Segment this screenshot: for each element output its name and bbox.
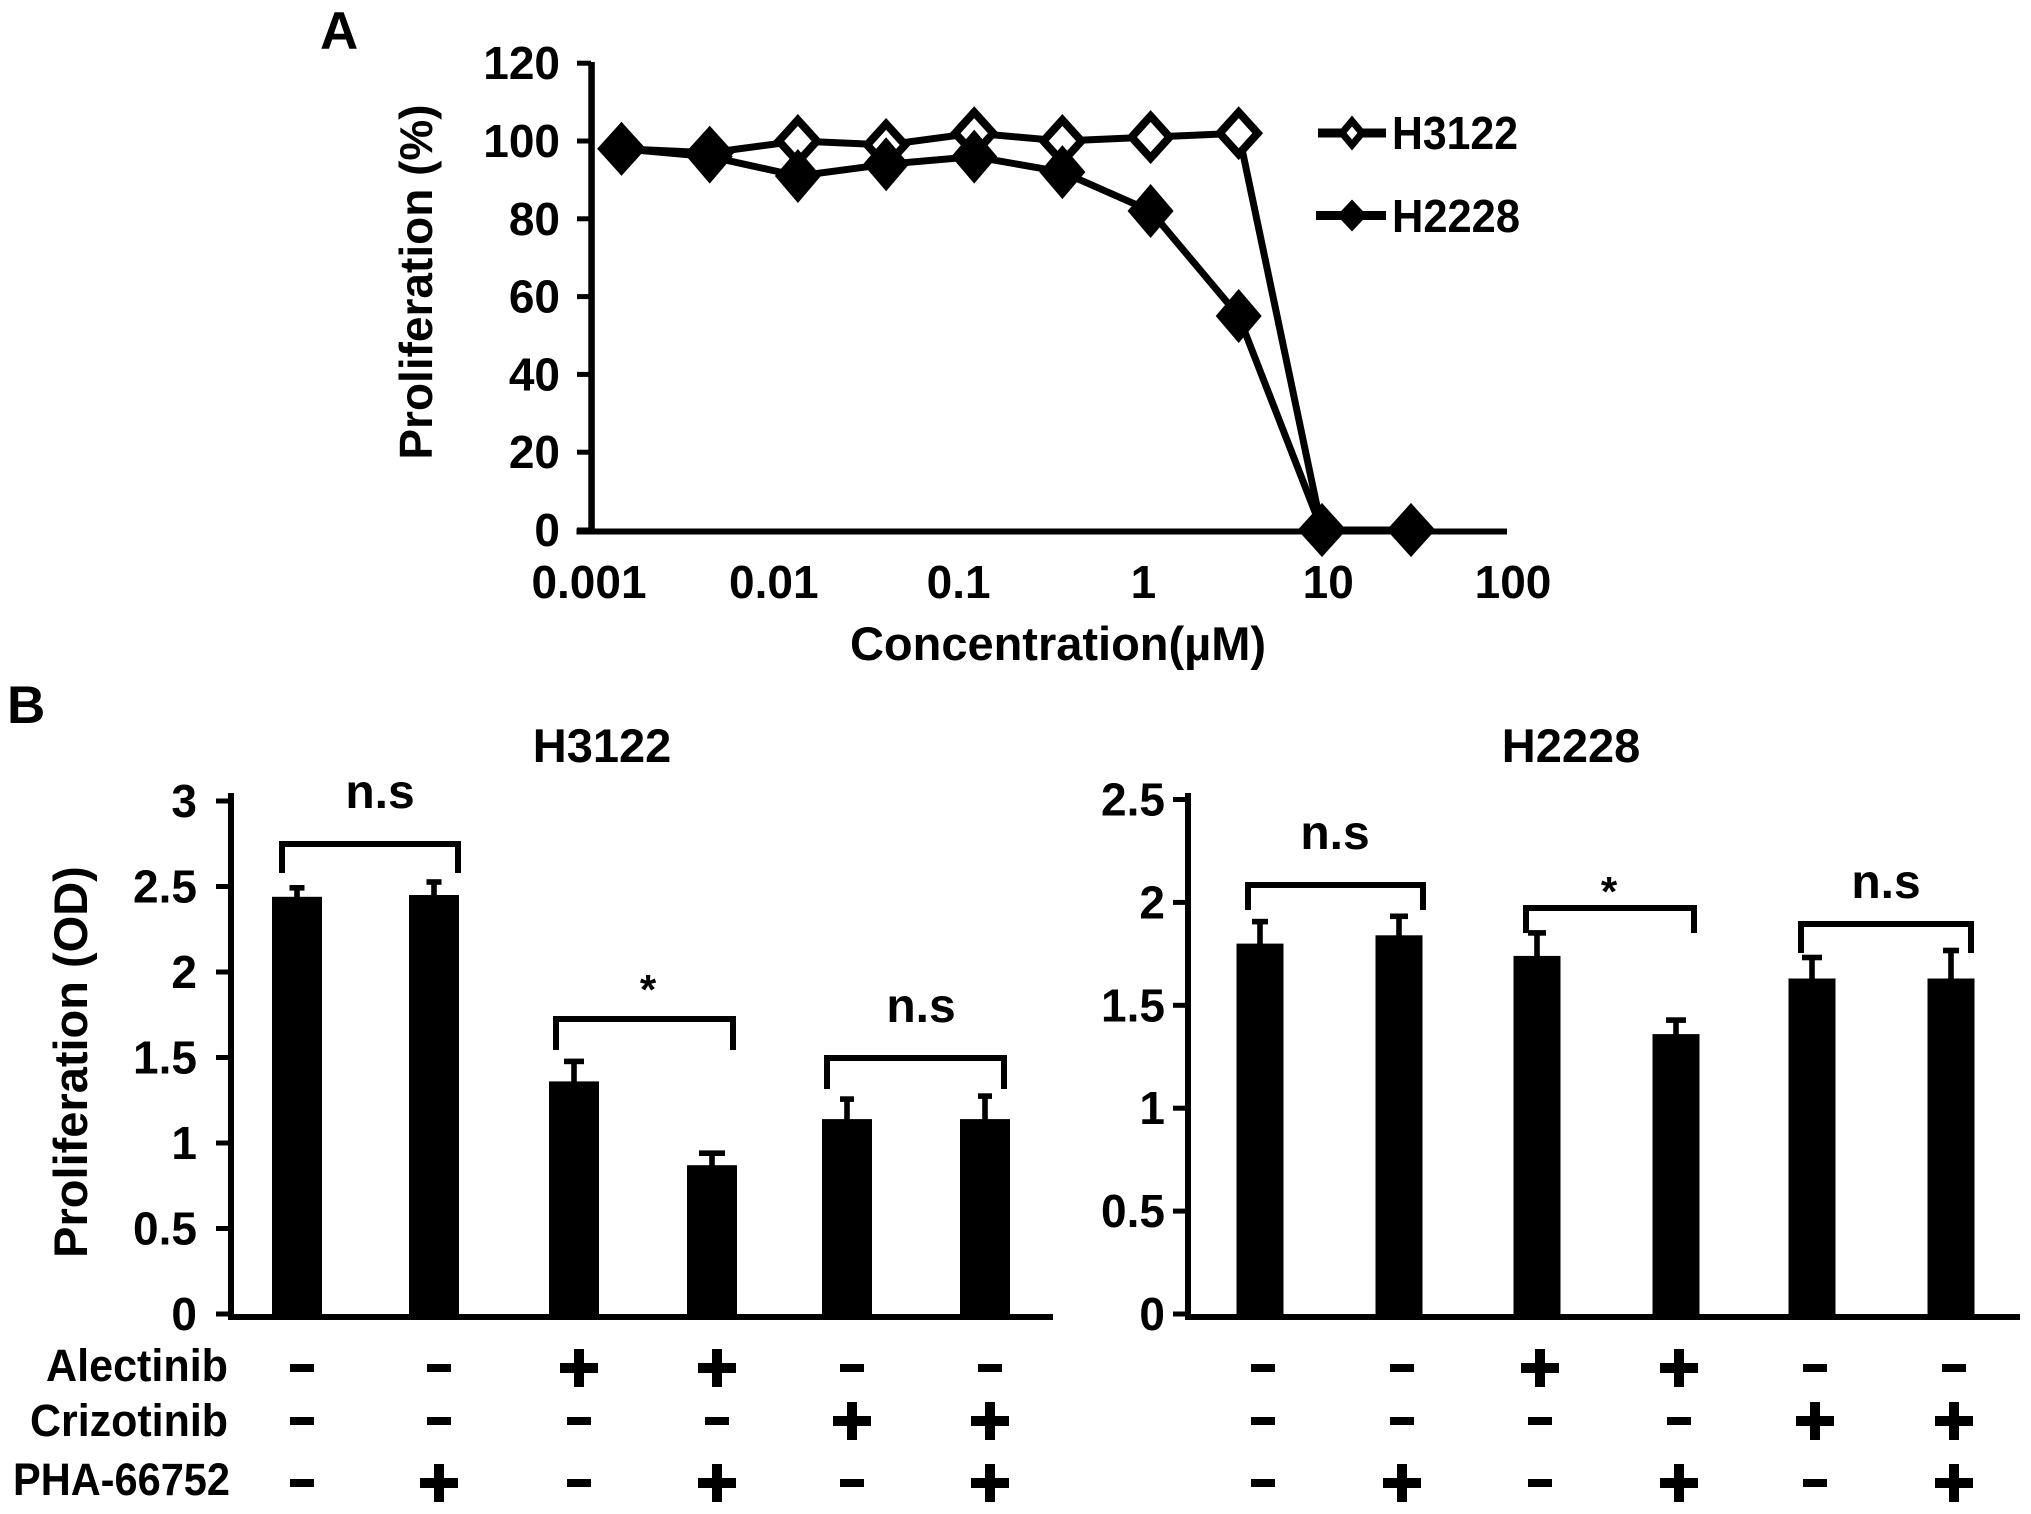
svg-text:40: 40	[509, 348, 560, 400]
svg-text:H2228: H2228	[1502, 719, 1641, 772]
svg-text:B: B	[7, 676, 45, 735]
svg-text:n.s: n.s	[1300, 807, 1369, 860]
svg-text:Crizotinib: Crizotinib	[30, 1395, 228, 1446]
svg-text:3: 3	[171, 775, 197, 827]
svg-text:1: 1	[1139, 1082, 1165, 1134]
svg-text:0.5: 0.5	[1101, 1185, 1165, 1237]
svg-text:A: A	[320, 2, 358, 61]
svg-text:0.1: 0.1	[927, 556, 991, 608]
svg-text:n.s: n.s	[345, 766, 414, 819]
svg-text:1: 1	[1131, 556, 1157, 608]
svg-text:80: 80	[509, 193, 560, 245]
svg-text:1.5: 1.5	[133, 1032, 197, 1084]
svg-text:H3122: H3122	[533, 719, 672, 772]
svg-text:120: 120	[483, 37, 560, 89]
svg-text:60: 60	[509, 271, 560, 323]
svg-text:2: 2	[1139, 876, 1165, 928]
svg-text:0: 0	[171, 1288, 197, 1340]
svg-text:1.5: 1.5	[1101, 979, 1165, 1031]
svg-text:2: 2	[171, 946, 197, 998]
svg-text:100: 100	[1475, 556, 1552, 608]
svg-text:Concentration(µM): Concentration(µM)	[850, 617, 1266, 670]
svg-text:H2228: H2228	[1392, 190, 1520, 242]
svg-text:1: 1	[171, 1117, 197, 1169]
svg-text:n.s: n.s	[886, 980, 955, 1033]
svg-text:0.001: 0.001	[531, 556, 646, 608]
svg-text:2.5: 2.5	[133, 861, 197, 913]
svg-text:100: 100	[483, 115, 560, 167]
svg-text:2.5: 2.5	[1101, 774, 1165, 826]
svg-text:Proliferation (%): Proliferation (%)	[390, 104, 442, 459]
svg-text:Proliferation (OD): Proliferation (OD)	[44, 866, 97, 1258]
svg-text:0: 0	[1139, 1288, 1165, 1340]
svg-text:PHA-66752: PHA-66752	[13, 1454, 230, 1505]
svg-text:*: *	[1601, 868, 1618, 915]
svg-text:10: 10	[1303, 556, 1354, 608]
svg-text:0: 0	[534, 504, 560, 556]
svg-text:20: 20	[509, 426, 560, 478]
svg-text:H3122: H3122	[1392, 107, 1518, 159]
svg-text:0.5: 0.5	[133, 1203, 197, 1255]
svg-text:Alectinib: Alectinib	[46, 1340, 228, 1391]
svg-text:0.01: 0.01	[729, 556, 819, 608]
svg-text:*: *	[640, 966, 657, 1013]
svg-text:n.s: n.s	[1851, 856, 1920, 909]
